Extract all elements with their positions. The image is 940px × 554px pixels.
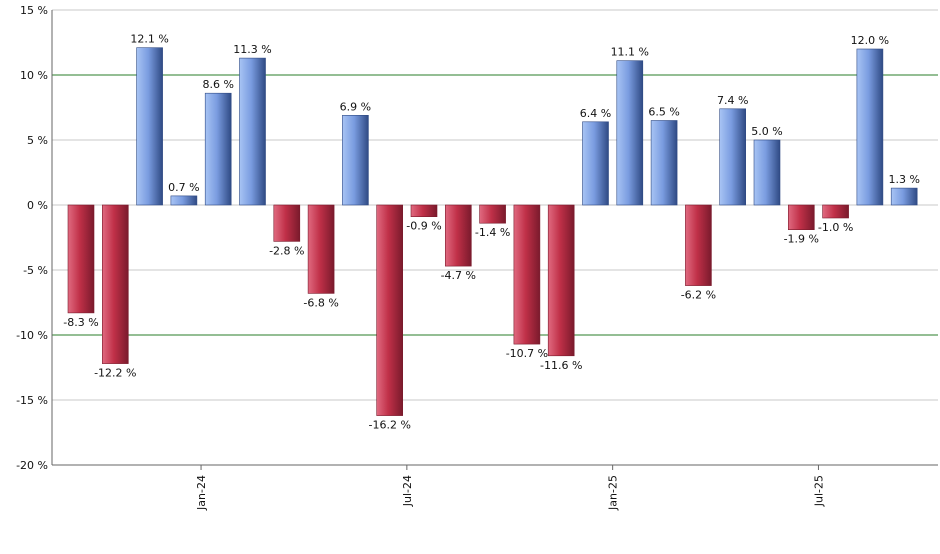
data-label: 1.3 %	[888, 173, 919, 186]
data-label: -11.6 %	[540, 359, 582, 372]
bar-positive	[616, 60, 644, 206]
bar-positive	[650, 120, 678, 206]
y-tick-label: -15 %	[16, 394, 48, 407]
bar-positive	[342, 115, 369, 206]
data-label: -6.8 %	[303, 296, 338, 309]
y-tick-label: 10 %	[20, 69, 48, 82]
data-label: -6.2 %	[681, 289, 716, 302]
data-label: -1.4 %	[475, 226, 510, 239]
bar-negative	[376, 204, 404, 416]
bar-negative	[67, 204, 95, 314]
bar-positive	[239, 57, 266, 206]
bar-positive	[856, 48, 884, 206]
bar-negative	[273, 204, 301, 242]
bar-positive	[582, 121, 609, 206]
y-tick-label: -20 %	[16, 459, 48, 472]
bar-negative	[547, 204, 575, 357]
data-label: 5.0 %	[751, 125, 782, 138]
y-tick-label: 0 %	[27, 199, 48, 212]
data-label: 6.5 %	[648, 106, 679, 119]
data-label: 11.3 %	[233, 43, 271, 56]
bar-positive	[170, 195, 198, 206]
bar-positive	[204, 92, 232, 206]
data-label: 6.9 %	[340, 100, 371, 113]
bar-negative	[102, 204, 129, 364]
data-label: -8.3 %	[63, 316, 98, 329]
bar-negative	[479, 204, 506, 224]
data-label: 6.4 %	[580, 107, 611, 120]
x-tick-label: Jul-24	[401, 475, 414, 507]
data-label: 12.0 %	[851, 34, 889, 47]
bar-negative	[822, 204, 849, 219]
data-label: 0.7 %	[168, 181, 199, 194]
y-tick-label: -10 %	[16, 329, 48, 342]
y-tick-label: 15 %	[20, 4, 48, 17]
data-label: -1.9 %	[784, 233, 819, 246]
bar-positive	[719, 108, 747, 206]
data-label: -1.0 %	[818, 221, 853, 234]
x-tick-label: Jan-25	[607, 475, 620, 511]
x-tick-label: Jul-25	[812, 475, 825, 507]
bar-positive	[136, 47, 163, 206]
data-label: 8.6 %	[202, 78, 233, 91]
data-label: -4.7 %	[441, 269, 476, 282]
y-tick-label: -5 %	[23, 264, 48, 277]
data-label: 7.4 %	[717, 94, 748, 107]
bar-negative	[307, 204, 335, 294]
bar-negative	[513, 204, 541, 345]
bar-positive	[890, 187, 918, 206]
bar-negative	[444, 204, 472, 267]
data-label: -12.2 %	[94, 367, 136, 380]
y-tick-label: 5 %	[27, 134, 48, 147]
bar-positive	[753, 139, 781, 206]
data-label: 12.1 %	[130, 33, 168, 46]
x-tick-label: Jan-24	[195, 475, 208, 511]
bar-negative	[410, 204, 438, 217]
bar-negative	[787, 204, 815, 231]
data-label: -16.2 %	[368, 419, 410, 432]
data-label: 11.1 %	[611, 46, 649, 59]
bar-negative	[685, 204, 712, 286]
data-label: -2.8 %	[269, 244, 304, 257]
data-label: -10.7 %	[506, 347, 548, 360]
data-label: -0.9 %	[406, 220, 441, 233]
